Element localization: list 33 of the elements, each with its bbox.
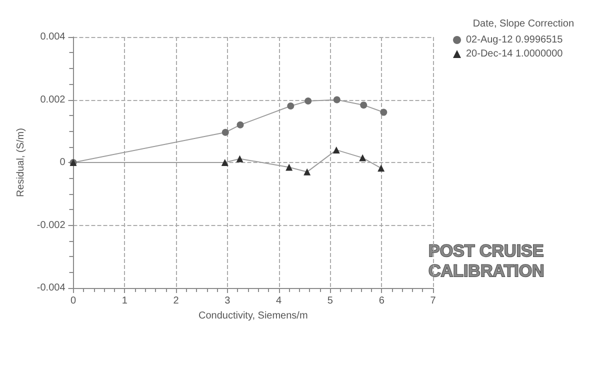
point bbox=[304, 98, 312, 105]
x-tick-label: 6 bbox=[378, 296, 385, 306]
point bbox=[286, 164, 293, 171]
y-tick-label: -0.002 bbox=[36, 220, 66, 231]
point bbox=[236, 155, 244, 162]
x-tick-label: 5 bbox=[327, 296, 334, 306]
annotation: POST CRUISE CALIBRATION bbox=[428, 242, 544, 280]
point bbox=[360, 102, 368, 109]
point bbox=[333, 96, 340, 104]
x-tick-label: 7 bbox=[430, 296, 436, 306]
y-tick-label: 0.002 bbox=[40, 94, 66, 106]
x-tick-label: 1 bbox=[122, 296, 128, 306]
y-tick-label: 0 bbox=[60, 157, 66, 168]
point bbox=[332, 146, 340, 154]
y-tick-label: -0.004 bbox=[36, 282, 66, 294]
x-tick-label: 4 bbox=[276, 296, 282, 306]
y-axis-title: Residual, (S/m) bbox=[16, 128, 26, 197]
point bbox=[287, 102, 294, 110]
legend-label: 02-Aug-12 0.9996515 bbox=[466, 34, 564, 46]
legend-title: Date, Slope Correction bbox=[472, 18, 574, 30]
legend-label: 20-Dec-14 1.0000000 bbox=[466, 48, 564, 60]
point bbox=[222, 128, 229, 136]
point bbox=[378, 164, 385, 172]
point bbox=[359, 154, 366, 162]
point bbox=[380, 108, 388, 116]
point bbox=[304, 168, 311, 176]
point bbox=[236, 121, 244, 128]
x-axis-title: Conductivity, Siemens/m bbox=[198, 310, 308, 322]
x-tick-label: 2 bbox=[173, 296, 180, 306]
x-tick-label: 3 bbox=[224, 296, 231, 306]
x-tick-label: 0 bbox=[70, 296, 76, 306]
y-tick-label: 0.004 bbox=[40, 32, 66, 42]
point bbox=[221, 159, 228, 166]
